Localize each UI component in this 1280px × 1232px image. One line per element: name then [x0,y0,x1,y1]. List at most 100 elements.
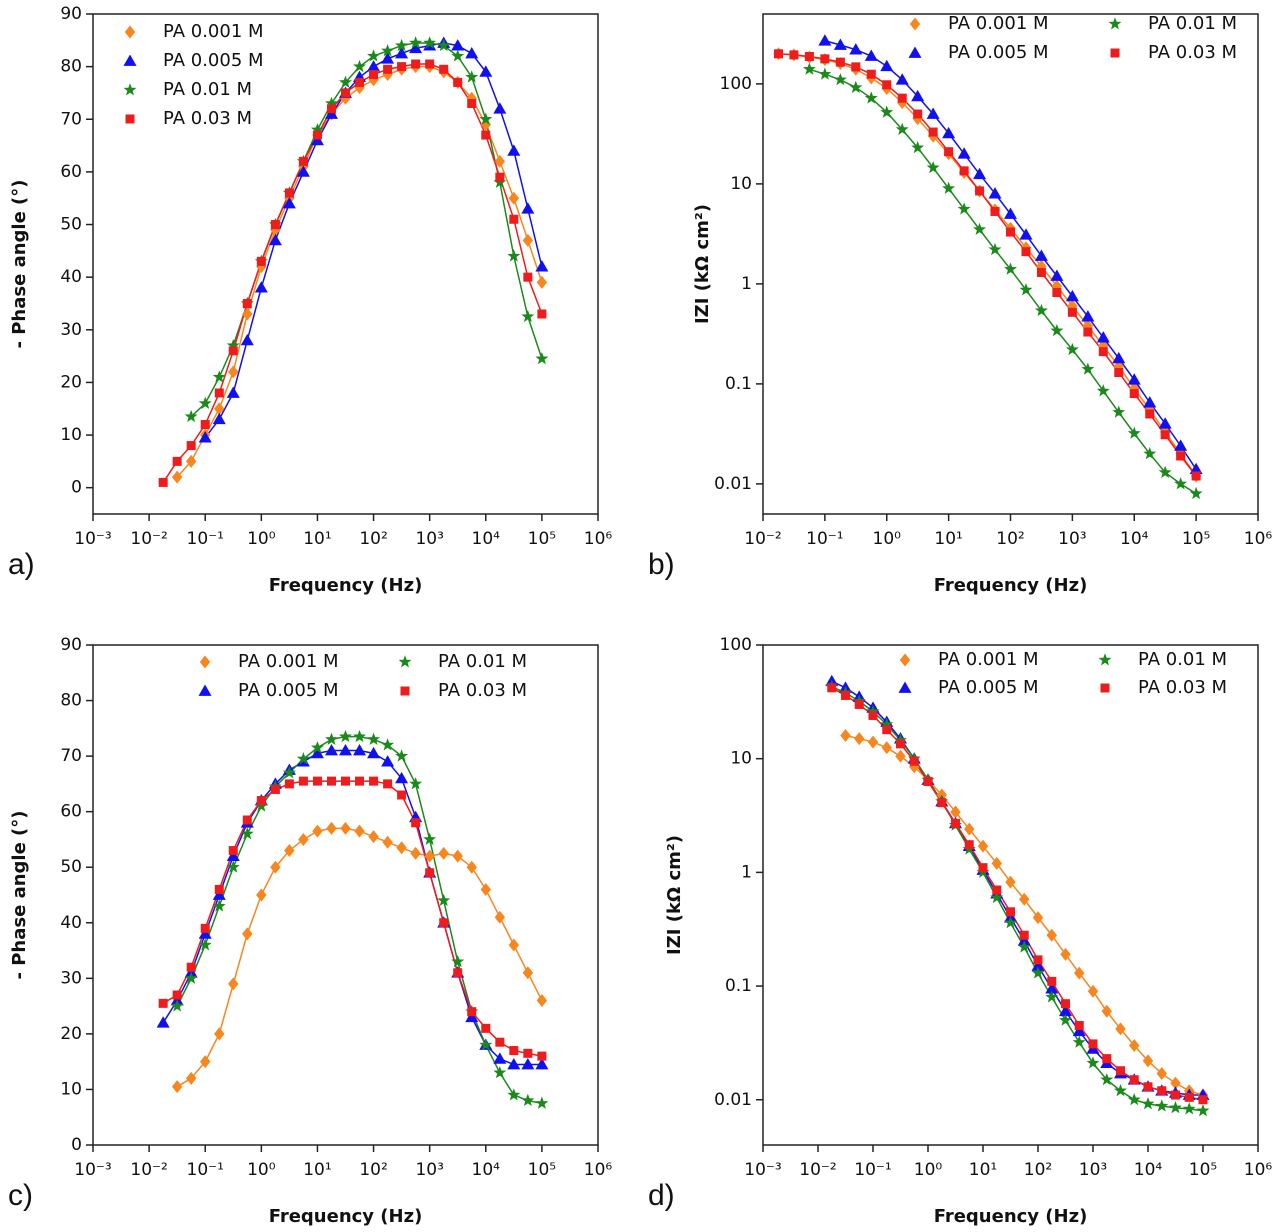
marker [310,122,324,136]
marker [507,144,521,156]
marker [1006,227,1015,237]
marker [1005,875,1016,889]
marker [522,966,534,980]
marker [367,732,381,745]
marker [383,779,393,789]
fit-line [831,685,1204,1112]
marker [926,107,940,119]
x-tick-label: 10⁻¹ [187,529,224,549]
marker [325,732,338,745]
marker [184,971,198,984]
marker [923,777,933,787]
marker [479,65,493,77]
legend-label: PA 0.005 M [163,50,264,71]
marker [880,105,894,118]
x-axis-title: Frequency (Hz) [934,1206,1088,1227]
marker [326,821,337,835]
marker [992,885,1002,895]
marker [1127,373,1141,385]
marker [367,60,381,72]
marker [465,1010,479,1023]
marker [409,36,423,49]
legend-label: PA 0.01 M [1148,13,1237,34]
marker [1096,384,1110,397]
marker [973,222,987,235]
panel: 10⁻³ 10⁻² 10⁻¹ 10⁰ 10¹ 10² 10³ 10⁴ 10⁵ 10⁶ 0.01 0.1… [648,635,1272,1227]
x-tick-label: 10⁶ [1244,529,1273,549]
marker [849,80,863,94]
marker [493,1052,507,1064]
marker [214,1027,225,1041]
x-tick-label: 10¹ [969,1160,997,1180]
marker [833,38,847,50]
marker [451,954,465,968]
marker [1019,228,1033,240]
marker [397,62,407,72]
marker [382,835,393,849]
marker [508,938,520,952]
marker [1098,347,1108,357]
x-tick-label: 10⁻³ [744,1160,781,1180]
legend-marker [1100,683,1110,693]
marker [296,165,310,177]
marker [868,710,878,720]
marker [1169,1100,1182,1114]
marker [1115,1022,1126,1036]
marker [1086,1056,1100,1069]
y-tick-label: 30 [60,320,82,340]
y-tick-label: 80 [60,691,82,711]
marker [840,690,850,700]
marker [1005,907,1015,917]
marker [911,89,925,102]
x-tick-label: 10⁵ [1182,529,1210,549]
marker [451,39,465,51]
marker [773,49,783,59]
marker [964,840,974,850]
x-tick-label: 10² [359,1160,387,1180]
x-tick-label: 10⁻¹ [854,1160,891,1180]
marker [959,166,969,176]
legend-label: PA 0.001 M [948,13,1049,34]
marker [521,1093,535,1107]
fit-line [845,734,1204,1096]
marker [312,130,322,140]
y-tick-label: 0 [71,1135,82,1155]
marker [521,202,535,214]
x-tick-label: 10⁻³ [74,1160,111,1180]
marker [340,776,350,786]
marker [465,46,479,59]
marker [937,798,947,808]
marker [226,860,240,873]
marker [789,50,799,60]
marker [184,409,198,423]
marker [1170,1076,1181,1090]
marker [820,54,830,64]
x-tick-label: 10⁶ [1244,1160,1273,1180]
marker [495,172,505,182]
marker [438,846,449,860]
marker [425,59,435,69]
marker [212,888,226,900]
marker [521,309,535,323]
marker [911,140,925,154]
fit-line [824,40,1197,470]
marker [228,346,238,356]
marker [895,73,909,85]
marker [158,998,168,1008]
marker [942,126,956,139]
legend-label: PA 0.001 M [163,21,264,42]
marker [312,776,322,786]
x-tick-label: 10⁻² [744,529,781,549]
marker [1142,1054,1154,1068]
marker [1114,368,1124,378]
x-axis-title: Frequency (Hz) [934,575,1088,596]
y-tick-label: 90 [60,4,82,24]
marker [507,249,521,262]
marker [367,746,381,759]
marker [368,830,379,844]
legend-marker [400,686,410,696]
marker [895,739,905,749]
x-tick-label: 10¹ [303,529,331,549]
